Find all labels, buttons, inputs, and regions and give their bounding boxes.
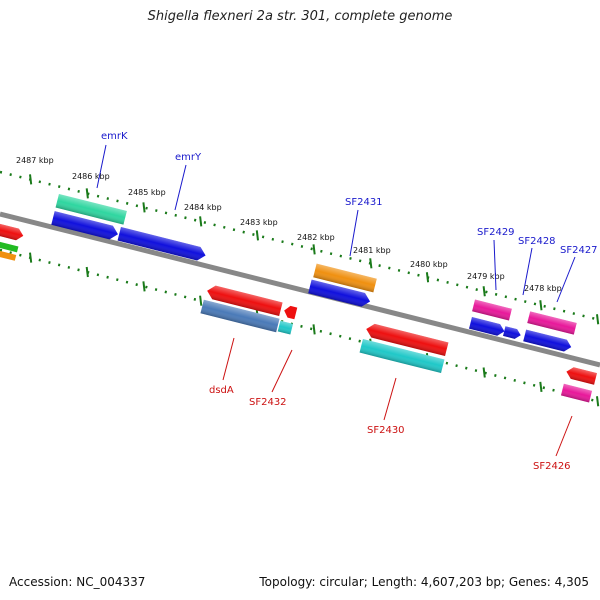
gene-SF2426[interactable] (560, 383, 593, 403)
gene-SF2432[interactable] (277, 320, 294, 335)
major-tick (596, 314, 600, 325)
kbp-label: 2482 kbp (297, 233, 335, 242)
gene-SF2427-blue[interactable] (523, 329, 572, 353)
kbp-label: 2486 kbp (72, 172, 110, 181)
forward-ruler (0, 170, 600, 322)
genome-summary: Topology: circular; Length: 4,607,203 bp… (259, 575, 589, 589)
SF2427-leader (556, 256, 576, 303)
genome-axis (0, 211, 600, 368)
gene-label-SF2431[interactable]: SF2431 (345, 197, 383, 208)
major-tick (482, 286, 486, 297)
gene-SF2427[interactable] (527, 311, 577, 335)
major-tick (539, 300, 543, 311)
kbp-label: 2483 kbp (240, 218, 278, 227)
major-tick (29, 252, 33, 263)
major-tick (312, 324, 316, 335)
SF2432-leader (271, 349, 293, 393)
SF2428-leader (522, 247, 533, 296)
gene-label-SF2427[interactable]: SF2427 (560, 245, 598, 256)
SF2426-leader (555, 415, 573, 457)
edge-gene-green[interactable] (0, 239, 19, 253)
kbp-label: 2480 kbp (410, 260, 448, 269)
major-tick (199, 295, 203, 306)
gene-SF2429-blue[interactable] (469, 317, 506, 337)
edge-gene-red[interactable] (0, 221, 25, 242)
major-tick (255, 230, 259, 241)
major-tick (85, 266, 89, 278)
SF2429-leader (493, 239, 497, 291)
reverse-ruler (0, 248, 600, 404)
kbp-label: 2487 kbp (16, 156, 54, 165)
kbp-label: 2485 kbp (128, 188, 166, 197)
major-tick (482, 367, 486, 378)
gene-dsdA[interactable] (200, 299, 280, 333)
gene-emrY[interactable] (117, 226, 208, 262)
gene-label-dsdA[interactable]: dsdA (209, 385, 234, 396)
gene-SF2426-red[interactable] (565, 366, 597, 385)
major-tick (425, 272, 430, 283)
accession-label: Accession: NC_004337 (9, 575, 146, 589)
major-tick (142, 281, 146, 292)
edge-gene-orange[interactable] (0, 248, 17, 261)
major-tick (29, 174, 33, 185)
SF2430-leader (383, 377, 397, 421)
gene-label-emrK[interactable]: emrK (101, 131, 128, 142)
gene-SF2431-blue[interactable] (308, 279, 372, 309)
major-tick (142, 202, 146, 213)
gene-emrK[interactable] (55, 193, 127, 225)
genome-title: Shigella flexneri 2a str. 301, complete … (147, 9, 453, 24)
SF2431-leader (349, 209, 359, 257)
kbp-label: 2484 kbp (184, 203, 222, 212)
gene-label-SF2426[interactable]: SF2426 (533, 461, 571, 472)
kbp-label: 2479 kbp (467, 272, 505, 281)
gene-label-SF2432[interactable]: SF2432 (249, 397, 287, 408)
gene-dsdA-red[interactable] (205, 284, 283, 317)
major-tick (369, 258, 373, 269)
emrK-leader (96, 144, 107, 189)
major-tick (199, 216, 203, 227)
major-tick (539, 381, 543, 392)
gene-label-SF2430[interactable]: SF2430 (367, 425, 405, 436)
gene-SF2432-red[interactable] (283, 305, 298, 320)
gene-SF2430-red[interactable] (365, 322, 449, 357)
gene-label-SF2428[interactable]: SF2428 (518, 236, 556, 247)
dsdA-leader (222, 337, 235, 381)
major-tick (85, 188, 89, 199)
gene-label-SF2429[interactable]: SF2429 (477, 227, 515, 238)
kbp-label: 2481 kbp (353, 246, 391, 255)
emrY-leader (174, 164, 187, 211)
gene-label-emrY[interactable]: emrY (175, 152, 202, 163)
gene-SF2431[interactable] (313, 263, 377, 293)
gene-SF2429[interactable] (472, 299, 512, 321)
kbp-label: 2478 kbp (524, 284, 562, 293)
gene-SF2430[interactable] (359, 338, 445, 374)
major-tick (596, 396, 600, 407)
gene-SF2428[interactable] (503, 326, 522, 340)
major-tick (312, 244, 316, 255)
gene-emrK-blue[interactable] (51, 211, 119, 241)
